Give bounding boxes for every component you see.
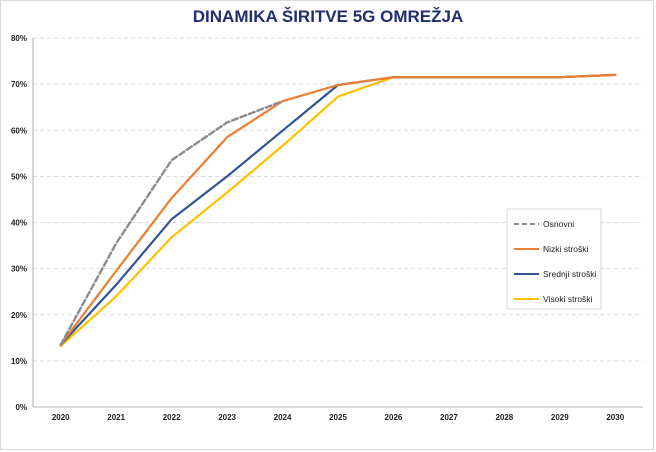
legend-box (506, 208, 602, 310)
x-tick-label: 2024 (274, 413, 292, 422)
axes (32, 38, 643, 408)
x-tick-label: 2029 (551, 413, 569, 422)
y-axis-ticks: 0% 10% 20% 30% 40% 50% 60% 70% 80% (11, 34, 27, 412)
legend-label: Visoki stroški (543, 294, 593, 304)
legend-label: Srednji stroški (543, 269, 596, 279)
series-lines (59, 73, 617, 348)
y-tick-label: 80% (11, 34, 27, 43)
x-axis-ticks: 2020 2021 2022 2023 2024 2025 2026 2027 2028 2029… (52, 413, 625, 422)
y-tick-label: 60% (11, 126, 27, 135)
x-tick-label: 2026 (385, 413, 403, 422)
x-tick-label: 2027 (440, 413, 458, 422)
x-tick-label: 2022 (163, 413, 181, 422)
x-tick-label: 2020 (52, 413, 70, 422)
x-tick-label: 2030 (606, 413, 624, 422)
y-tick-label: 40% (11, 219, 27, 228)
y-tick-label: 0% (15, 403, 27, 412)
legend-label: Nizki stroški (543, 244, 588, 254)
y-tick-label: 10% (11, 357, 27, 366)
legend: Osnovni Nizki stroški Srednji stroški Visok… (506, 208, 602, 310)
y-tick-label: 50% (11, 172, 27, 181)
y-tick-label: 20% (11, 311, 27, 320)
series-line-osnovni (59, 99, 284, 346)
series-line-nizki-stro-ki (59, 73, 617, 346)
y-tick-label: 30% (11, 265, 27, 274)
x-tick-label: 2025 (329, 413, 347, 422)
x-tick-label: 2021 (107, 413, 125, 422)
legend-label: Osnovni (543, 219, 574, 229)
y-tick-label: 70% (11, 80, 27, 89)
x-tick-label: 2023 (218, 413, 236, 422)
x-tick-label: 2028 (495, 413, 513, 422)
chart-title: DINAMIKA ŠIRITVE 5G OMREŽJA (193, 7, 463, 26)
grid-lines (33, 37, 643, 362)
